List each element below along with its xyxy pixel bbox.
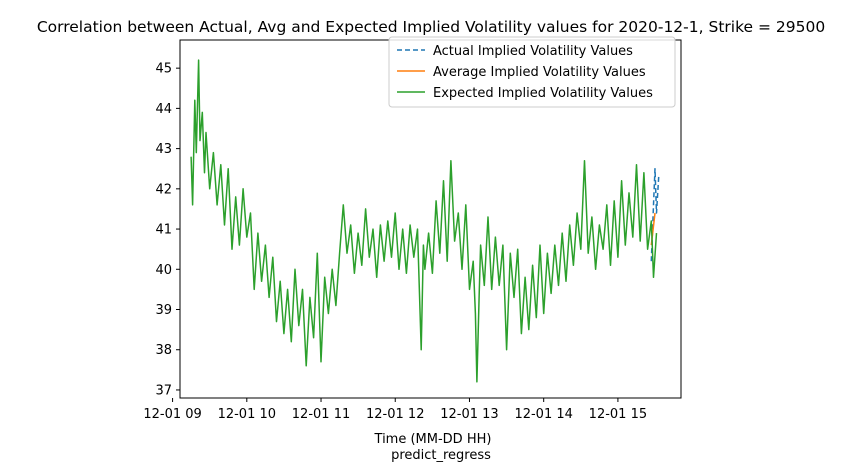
x-tick-label-6: 12-01 15 <box>589 407 647 422</box>
x-tick-label-1: 12-01 10 <box>218 407 276 422</box>
y-tick-label-8: 45 <box>155 62 172 77</box>
x-tick-label-0: 12-01 09 <box>143 407 201 422</box>
legend: Actual Implied Volatility Values Average … <box>388 36 676 108</box>
y-tick-label-3: 40 <box>155 263 172 278</box>
chart-title: Correlation between Actual, Avg and Expe… <box>37 18 825 36</box>
x-tick-label-4: 12-01 13 <box>440 407 498 422</box>
legend-label-3: Expected Implied Volatility Values <box>433 86 653 101</box>
y-tick-label-6: 43 <box>155 142 172 157</box>
y-tick-label-1: 38 <box>155 343 172 358</box>
y-tick-label-4: 41 <box>155 223 172 238</box>
legend-label-2: Average Implied Volatility Values <box>433 65 646 80</box>
x-tick-label-5: 12-01 14 <box>514 407 572 422</box>
y-tick-label-5: 42 <box>155 182 172 197</box>
legend-box <box>388 36 676 108</box>
x-axis: 12-01 09 12-01 10 12-01 11 12-01 12 12-01 13… <box>143 398 647 422</box>
y-tick-label-7: 44 <box>155 102 172 117</box>
y-tick-label-0: 37 <box>155 383 172 398</box>
series-line-3 <box>190 59 658 383</box>
legend-label-1: Actual Implied Volatility Values <box>433 44 633 59</box>
series-line-1 <box>650 167 660 262</box>
y-axis: 37 38 39 40 41 42 43 44 45 <box>155 62 180 398</box>
x-axis-label: Time (MM-DD HH) <box>374 432 492 447</box>
x-tick-label-3: 12-01 12 <box>366 407 424 422</box>
y-tick-label-2: 39 <box>155 303 172 318</box>
chart-caption: predict_regress <box>391 448 491 463</box>
x-tick-label-2: 12-01 11 <box>292 407 350 422</box>
